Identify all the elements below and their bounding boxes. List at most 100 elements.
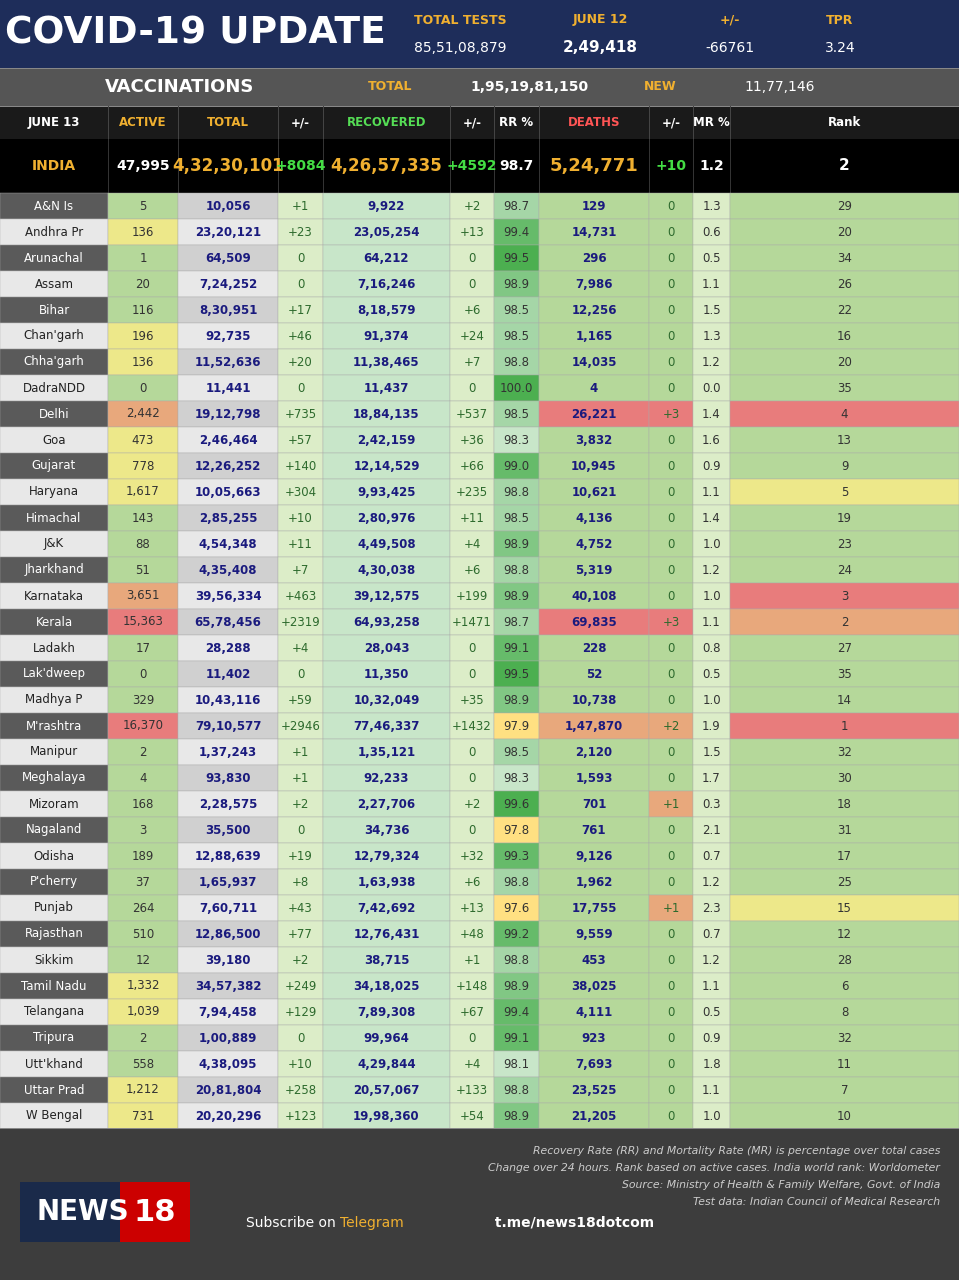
Text: 189: 189 [131,850,154,863]
Text: 77,46,337: 77,46,337 [353,719,420,732]
Text: 731: 731 [131,1110,154,1123]
Bar [649,660,693,687]
Bar [539,765,649,791]
Text: 64,509: 64,509 [205,251,251,265]
Text: NEW: NEW [643,81,676,93]
Bar [494,869,539,895]
Bar [649,219,693,244]
Bar [0,193,108,219]
Text: 0: 0 [667,823,675,837]
Bar [649,1025,693,1051]
Text: 761: 761 [582,823,606,837]
Text: 1.2: 1.2 [702,954,721,966]
Bar [693,922,730,947]
Bar [0,947,108,973]
Text: 116: 116 [131,303,154,316]
Text: 11,402: 11,402 [205,667,250,681]
Text: Chha'garh: Chha'garh [24,356,84,369]
Bar [450,922,494,947]
Text: TOTAL: TOTAL [207,116,249,129]
Text: 2,85,255: 2,85,255 [199,512,257,525]
Bar [693,739,730,765]
Bar [730,531,959,557]
Bar [539,582,649,609]
Text: 7,89,308: 7,89,308 [358,1006,415,1019]
Text: 22: 22 [837,303,852,316]
Bar [278,401,323,428]
Bar [693,687,730,713]
Bar [278,323,323,349]
Bar [178,557,278,582]
Bar [693,1025,730,1051]
Bar [539,297,649,323]
Text: 37: 37 [135,876,151,888]
Bar [649,973,693,998]
Bar [108,660,178,687]
Bar [693,297,730,323]
Text: +/-: +/- [662,116,681,129]
Bar [178,1051,278,1076]
Bar [539,401,649,428]
Bar [108,297,178,323]
Text: 7,42,692: 7,42,692 [358,901,415,914]
Text: 97.8: 97.8 [503,823,529,837]
Bar [539,895,649,922]
Text: 0: 0 [667,954,675,966]
Text: 510: 510 [132,928,154,941]
Bar [693,531,730,557]
Bar [108,428,178,453]
Text: 7,986: 7,986 [575,278,613,291]
Text: 51: 51 [135,563,151,576]
Text: +10: +10 [288,512,313,525]
Bar [0,453,108,479]
Text: +7: +7 [463,356,480,369]
Text: 1.9: 1.9 [702,719,721,732]
Bar [323,401,450,428]
Bar [323,375,450,401]
Text: 0: 0 [667,590,675,603]
Text: Test data: Indian Council of Medical Research: Test data: Indian Council of Medical Res… [692,1197,940,1207]
Bar [108,947,178,973]
Text: +/-: +/- [462,116,481,129]
Text: 16: 16 [837,329,852,343]
Bar [494,998,539,1025]
Text: 52: 52 [586,667,602,681]
Text: DEATHS: DEATHS [568,116,620,129]
Bar [178,765,278,791]
Text: 0.9: 0.9 [702,460,721,472]
Bar [278,973,323,998]
Bar [0,765,108,791]
Bar [0,998,108,1025]
Bar [0,244,108,271]
Text: JUNE 12: JUNE 12 [573,14,628,27]
Bar [693,244,730,271]
Bar [450,1103,494,1129]
Bar [450,375,494,401]
Text: 10,945: 10,945 [572,460,617,472]
Text: 20,20,296: 20,20,296 [195,1110,261,1123]
Text: 98.7: 98.7 [500,159,533,173]
Text: +2: +2 [292,797,309,810]
Text: 5,319: 5,319 [575,563,613,576]
Bar [278,1076,323,1103]
Bar [278,1103,323,1129]
Bar [649,375,693,401]
Text: 10,43,116: 10,43,116 [195,694,261,707]
Bar [494,349,539,375]
Text: MR %: MR % [693,116,730,129]
Bar [730,713,959,739]
Text: 3: 3 [139,823,147,837]
Bar [323,323,450,349]
Bar [649,687,693,713]
Text: 38,025: 38,025 [572,979,617,992]
Bar [0,844,108,869]
Bar [323,713,450,739]
Text: 11,441: 11,441 [205,381,250,394]
Bar [0,68,959,106]
Bar [178,453,278,479]
Text: 1: 1 [841,719,849,732]
Bar [539,531,649,557]
Bar [0,713,108,739]
Text: 25: 25 [837,876,852,888]
Bar [108,713,178,739]
